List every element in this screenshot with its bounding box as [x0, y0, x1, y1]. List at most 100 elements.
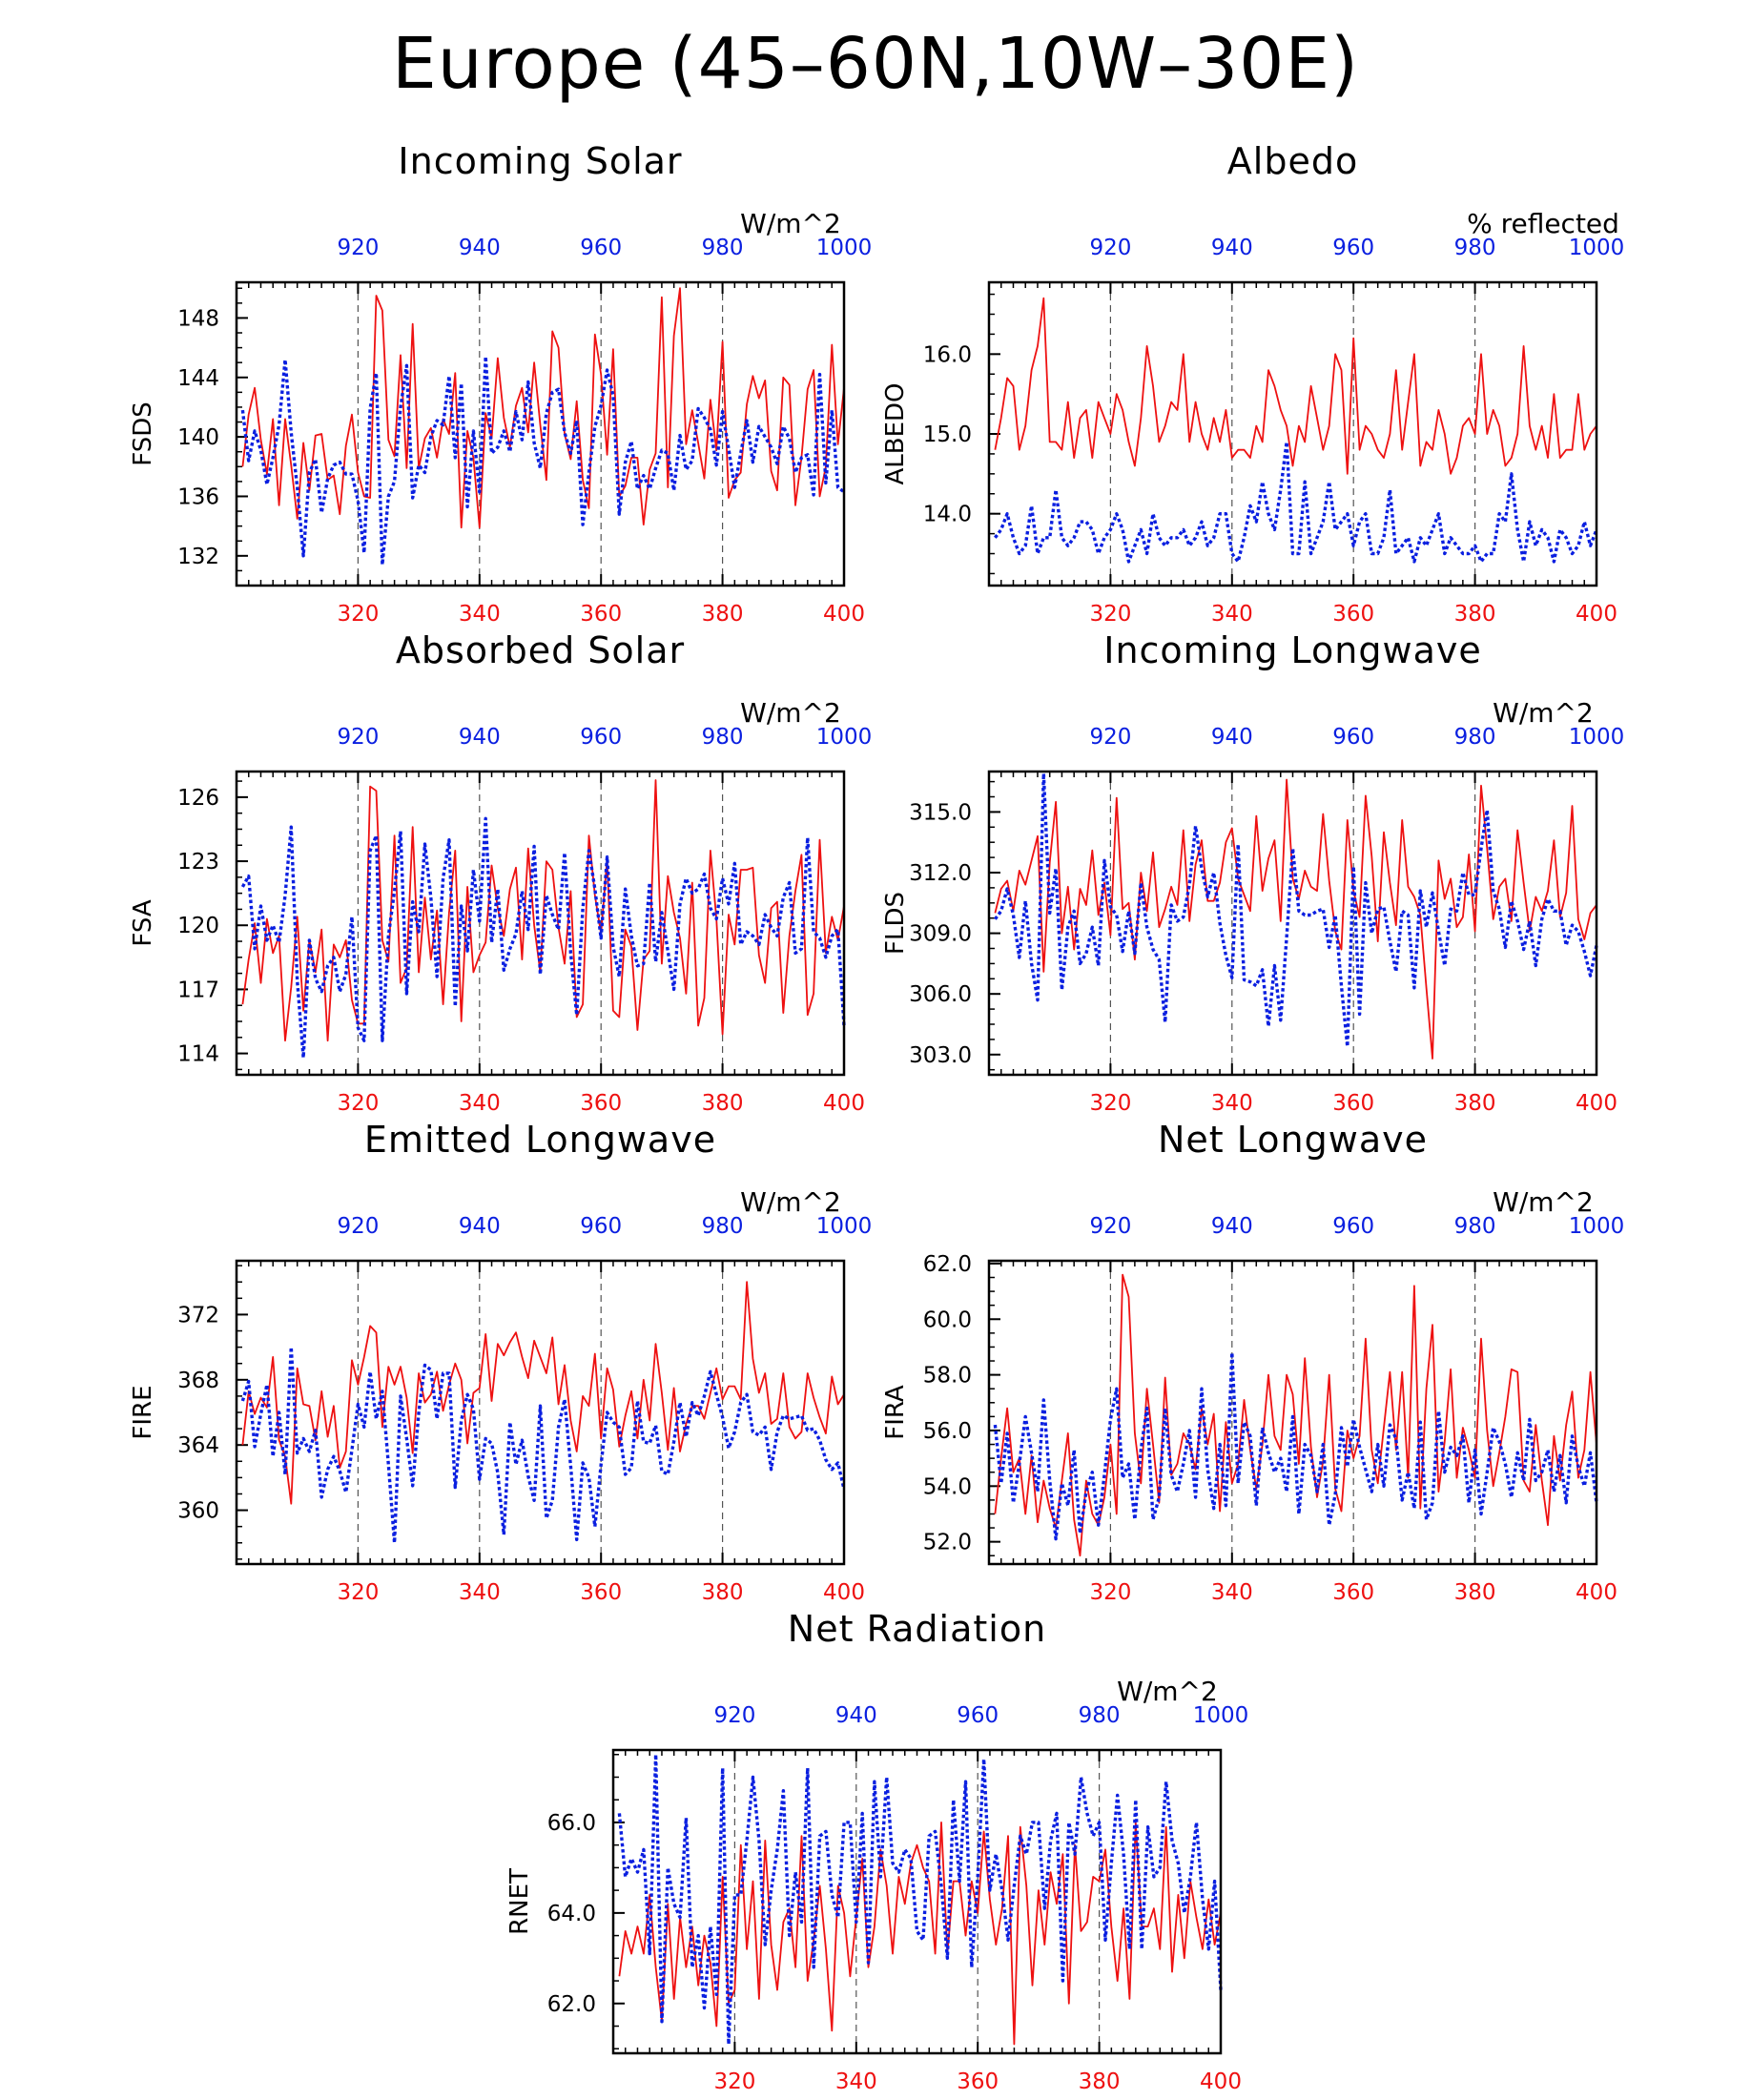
x-tick-label: 320 — [337, 1091, 379, 1116]
x-top-tick-label: 920 — [1089, 725, 1131, 750]
chart-panel-1: Incoming Solar W/m^2 FSDS 320 340 360 380 400 92… — [129, 140, 872, 627]
x-top-tick-label: 960 — [580, 236, 622, 260]
y-axis-label: FSDS — [129, 401, 157, 466]
units-label: % reflected — [1467, 208, 1619, 239]
x-tick-label: 380 — [1454, 602, 1496, 627]
x-top-tick-label: 980 — [702, 236, 744, 260]
x-tick-label: 380 — [702, 1580, 744, 1605]
x-top-tick-label: 960 — [580, 1214, 622, 1239]
y-tick-label: 120 — [177, 914, 219, 938]
x-tick-label: 400 — [1200, 2069, 1242, 2094]
plot-frame — [987, 280, 1598, 587]
x-top-tick-label: 940 — [835, 1703, 877, 1728]
x-tick-label: 360 — [957, 2069, 999, 2094]
y-tick-label: 14.0 — [923, 503, 972, 527]
y-tick-label: 16.0 — [923, 342, 972, 367]
y-tick-label: 62.0 — [923, 1252, 972, 1277]
units-label: W/m^2 — [1117, 1676, 1218, 1707]
y-tick-label: 56.0 — [923, 1419, 972, 1444]
x-tick-label: 340 — [459, 602, 501, 627]
x-top-tick-label: 940 — [1211, 1214, 1253, 1239]
x-top-tick-label: 1000 — [1569, 1214, 1625, 1239]
y-tick-label: 368 — [177, 1369, 219, 1393]
x-tick-label: 400 — [823, 1091, 865, 1116]
y-tick-label: 15.0 — [923, 422, 972, 447]
x-tick-label: 380 — [702, 602, 744, 627]
x-top-tick-label: 920 — [337, 236, 379, 260]
y-axis-label: RNET — [505, 1868, 534, 1935]
chart-panel-7: Net Radiation W/m^2 RNET 320 340 360 380 400 920… — [505, 1608, 1248, 2094]
plot-frame — [987, 770, 1598, 1077]
series-line-blue — [240, 816, 846, 1060]
x-top-tick-label: 980 — [1454, 1214, 1496, 1239]
x-top-tick-label: 920 — [337, 1214, 379, 1239]
x-top-tick-label: 960 — [1332, 725, 1374, 750]
y-tick-label: 312.0 — [909, 861, 972, 886]
y-tick-label: 64.0 — [547, 1902, 596, 1926]
figure-title: Europe (45–60N,10W–30E) — [392, 23, 1359, 105]
series-line-red — [241, 779, 845, 1042]
y-tick-label: 66.0 — [547, 1811, 596, 1836]
x-top-tick-label: 920 — [337, 725, 379, 750]
x-top-tick-label: 940 — [459, 1214, 501, 1239]
x-top-tick-label: 960 — [580, 725, 622, 750]
x-top-tick-label: 1000 — [1569, 725, 1625, 750]
x-top-tick-label: 1000 — [1193, 1703, 1249, 1728]
x-tick-label: 340 — [1211, 1091, 1253, 1116]
panel-title: Net Longwave — [1158, 1119, 1428, 1161]
y-tick-label: 114 — [177, 1042, 219, 1067]
y-axis-label: FIRA — [881, 1385, 910, 1440]
x-top-tick-label: 960 — [1332, 1214, 1374, 1239]
x-tick-label: 400 — [823, 602, 865, 627]
x-tick-label: 360 — [1332, 1580, 1374, 1605]
y-tick-label: 360 — [177, 1499, 219, 1524]
series-line-blue — [994, 440, 1598, 564]
x-top-tick-label: 1000 — [816, 236, 873, 260]
series-line-blue — [994, 772, 1598, 1049]
x-top-tick-label: 920 — [713, 1703, 755, 1728]
y-tick-label: 372 — [177, 1303, 219, 1328]
y-tick-label: 123 — [177, 850, 219, 875]
y-tick-label: 58.0 — [923, 1364, 972, 1389]
units-label: W/m^2 — [1493, 1186, 1594, 1218]
units-label: W/m^2 — [740, 1186, 841, 1218]
x-top-tick-label: 920 — [1089, 236, 1131, 260]
x-tick-label: 320 — [713, 2069, 755, 2094]
x-tick-label: 360 — [580, 1580, 622, 1605]
y-tick-label: 60.0 — [923, 1307, 972, 1332]
y-tick-label: 144 — [177, 366, 219, 391]
panel-title: Incoming Solar — [398, 140, 682, 182]
x-tick-label: 340 — [1211, 602, 1253, 627]
y-tick-label: 126 — [177, 786, 219, 811]
x-top-tick-label: 980 — [702, 725, 744, 750]
x-top-tick-label: 940 — [1211, 236, 1253, 260]
y-tick-label: 117 — [177, 978, 219, 1002]
plot-frame — [987, 1259, 1598, 1566]
x-tick-label: 400 — [1576, 1580, 1617, 1605]
x-tick-label: 320 — [1089, 602, 1131, 627]
units-label: W/m^2 — [1493, 697, 1594, 729]
series-line-blue — [240, 355, 846, 566]
series-line-red — [994, 1273, 1597, 1557]
x-tick-label: 320 — [1089, 1091, 1131, 1116]
plot-frame — [235, 770, 846, 1077]
x-tick-label: 380 — [1454, 1580, 1496, 1605]
panel-title: Incoming Longwave — [1103, 629, 1481, 671]
x-tick-label: 400 — [1576, 602, 1617, 627]
series-line-blue — [993, 1350, 1598, 1541]
series-line-red — [241, 287, 845, 529]
x-top-tick-label: 980 — [702, 1214, 744, 1239]
series-line-blue — [617, 1752, 1223, 2047]
series-line-red — [241, 1281, 845, 1505]
units-label: W/m^2 — [740, 208, 841, 239]
x-tick-label: 360 — [580, 602, 622, 627]
plot-frame — [235, 280, 846, 587]
x-top-tick-label: 980 — [1454, 236, 1496, 260]
y-axis-label: FSA — [129, 899, 157, 946]
x-tick-label: 400 — [1576, 1091, 1617, 1116]
x-top-tick-label: 920 — [1089, 1214, 1131, 1239]
chart-panel-2: Albedo % reflected ALBEDO 320 340 360 380 400 92… — [881, 140, 1624, 627]
units-label: W/m^2 — [740, 697, 841, 729]
